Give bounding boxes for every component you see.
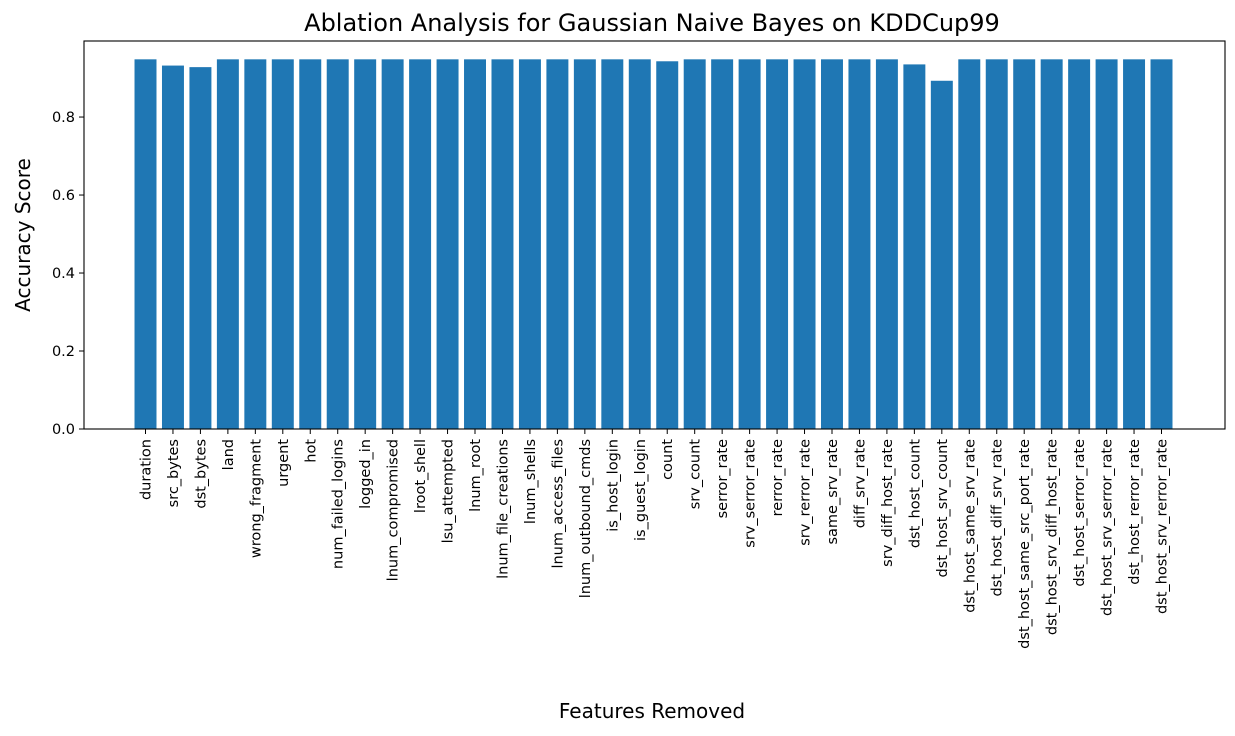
bar-dst_host_rerror_rate (1123, 59, 1146, 429)
bar-lnum_shells (518, 59, 541, 429)
x-tick-label: srv_serror_rate (743, 439, 759, 548)
plot-frame (83, 40, 1226, 430)
bar-rerror_rate (766, 59, 789, 429)
x-axis-ticks: duration src_bytes dst_bytes land wrong_frag… (139, 429, 1171, 649)
y-axis-label: Accuracy Score (11, 158, 35, 312)
y-tick-label: 0.8 (52, 110, 75, 126)
x-tick-label: dst_host_srv_count (935, 439, 951, 578)
x-tick-label: dst_host_same_src_port_rate (1017, 439, 1033, 649)
x-tick-label: src_bytes (166, 439, 182, 507)
bar-is_guest_login (628, 59, 651, 429)
bar-serror_rate (711, 59, 734, 429)
bar-srv_rerror_rate (793, 59, 816, 429)
x-tick-label: lsu_attempted (441, 439, 457, 543)
x-tick-label: is_host_login (605, 439, 621, 532)
bar-hot (299, 59, 322, 429)
bar-srv_count (683, 59, 706, 429)
bar-lroot_shell (409, 59, 432, 429)
bar-lnum_access_files (546, 59, 569, 429)
x-tick-label: diff_srv_rate (852, 439, 868, 528)
y-tick-label: 0.2 (52, 344, 75, 360)
bar-duration (134, 59, 157, 429)
bar-dst_host_srv_diff_host_rate (1040, 59, 1063, 429)
x-tick-label: duration (139, 439, 155, 500)
y-axis-ticks: 0.0 0.2 0.4 0.6 0.8 (52, 110, 84, 438)
x-tick-label: num_failed_logins (331, 439, 347, 569)
bar-dst_host_same_src_port_rate (1013, 59, 1036, 429)
bar-logged_in (354, 59, 377, 429)
chart-title: Ablation Analysis for Gaussian Naive Bay… (304, 9, 1000, 37)
bar-src_bytes (161, 65, 184, 429)
bar-land (216, 59, 239, 429)
bar-lnum_root (464, 59, 486, 429)
x-tick-label: srv_count (688, 439, 704, 510)
bar-srv_diff_host_rate (875, 59, 898, 429)
bar-same_srv_rate (821, 59, 843, 429)
y-tick-label: 0.6 (52, 188, 75, 204)
bar-urgent (271, 59, 294, 429)
bar-is_host_login (601, 59, 624, 429)
x-tick-label: count (660, 439, 676, 480)
x-tick-label: lnum_root (468, 439, 484, 512)
x-axis-label: Features Removed (559, 699, 745, 723)
bar-count (656, 61, 679, 429)
bar-dst_host_same_srv_rate (958, 59, 981, 429)
x-tick-label: same_srv_rate (825, 439, 841, 545)
y-tick-label: 0.0 (52, 422, 75, 438)
bar-dst_host_serror_rate (1068, 59, 1091, 429)
bar-wrong_fragment (244, 59, 267, 429)
bar-lnum_compromised (381, 59, 404, 429)
bar-dst_host_srv_count (930, 80, 953, 430)
x-tick-label: urgent (276, 439, 292, 487)
x-tick-label: lnum_shells (523, 439, 539, 524)
x-tick-label: rerror_rate (770, 439, 786, 517)
y-tick-label: 0.4 (52, 266, 75, 282)
x-tick-label: wrong_fragment (248, 439, 264, 558)
x-tick-label: dst_host_count (907, 439, 923, 548)
x-tick-label: dst_host_srv_diff_host_rate (1045, 439, 1061, 635)
x-tick-label: is_guest_login (633, 439, 649, 541)
x-tick-label: lroot_shell (413, 439, 429, 513)
x-tick-label: srv_rerror_rate (798, 439, 814, 546)
bar-lnum_outbound_cmds (573, 59, 596, 429)
x-tick-label: dst_host_serror_rate (1072, 439, 1088, 587)
bar-num_failed_logins (326, 59, 349, 429)
x-tick-label: dst_host_srv_serror_rate (1100, 439, 1116, 616)
bar-srv_serror_rate (738, 59, 761, 429)
x-tick-label: lnum_compromised (386, 439, 402, 581)
bar-dst_host_srv_serror_rate (1095, 59, 1118, 429)
x-tick-label: logged_in (358, 439, 374, 509)
bar-lsu_attempted (436, 59, 459, 429)
x-tick-label: lnum_file_creations (495, 439, 511, 579)
x-tick-label: dst_host_srv_rerror_rate (1155, 439, 1171, 614)
x-tick-label: hot (303, 439, 319, 463)
bar-dst_host_srv_rerror_rate (1150, 59, 1173, 429)
x-tick-label: dst_host_diff_srv_rate (990, 439, 1006, 597)
x-tick-label: lnum_access_files (550, 439, 566, 569)
x-tick-label: srv_diff_host_rate (880, 439, 896, 567)
bar-lnum_file_creations (491, 59, 514, 429)
bar-dst_host_count (903, 64, 926, 430)
bar-diff_srv_rate (848, 59, 871, 429)
x-tick-label: dst_host_same_srv_rate (962, 439, 978, 613)
bar-dst_host_diff_srv_rate (985, 59, 1008, 429)
x-tick-label: land (221, 439, 237, 470)
x-tick-label: serror_rate (715, 439, 731, 518)
bar-dst_bytes (189, 67, 212, 429)
bars-group (134, 59, 1173, 430)
x-tick-label: dst_host_rerror_rate (1127, 439, 1143, 585)
x-tick-label: lnum_outbound_cmds (578, 439, 594, 598)
x-tick-label: dst_bytes (193, 439, 209, 509)
